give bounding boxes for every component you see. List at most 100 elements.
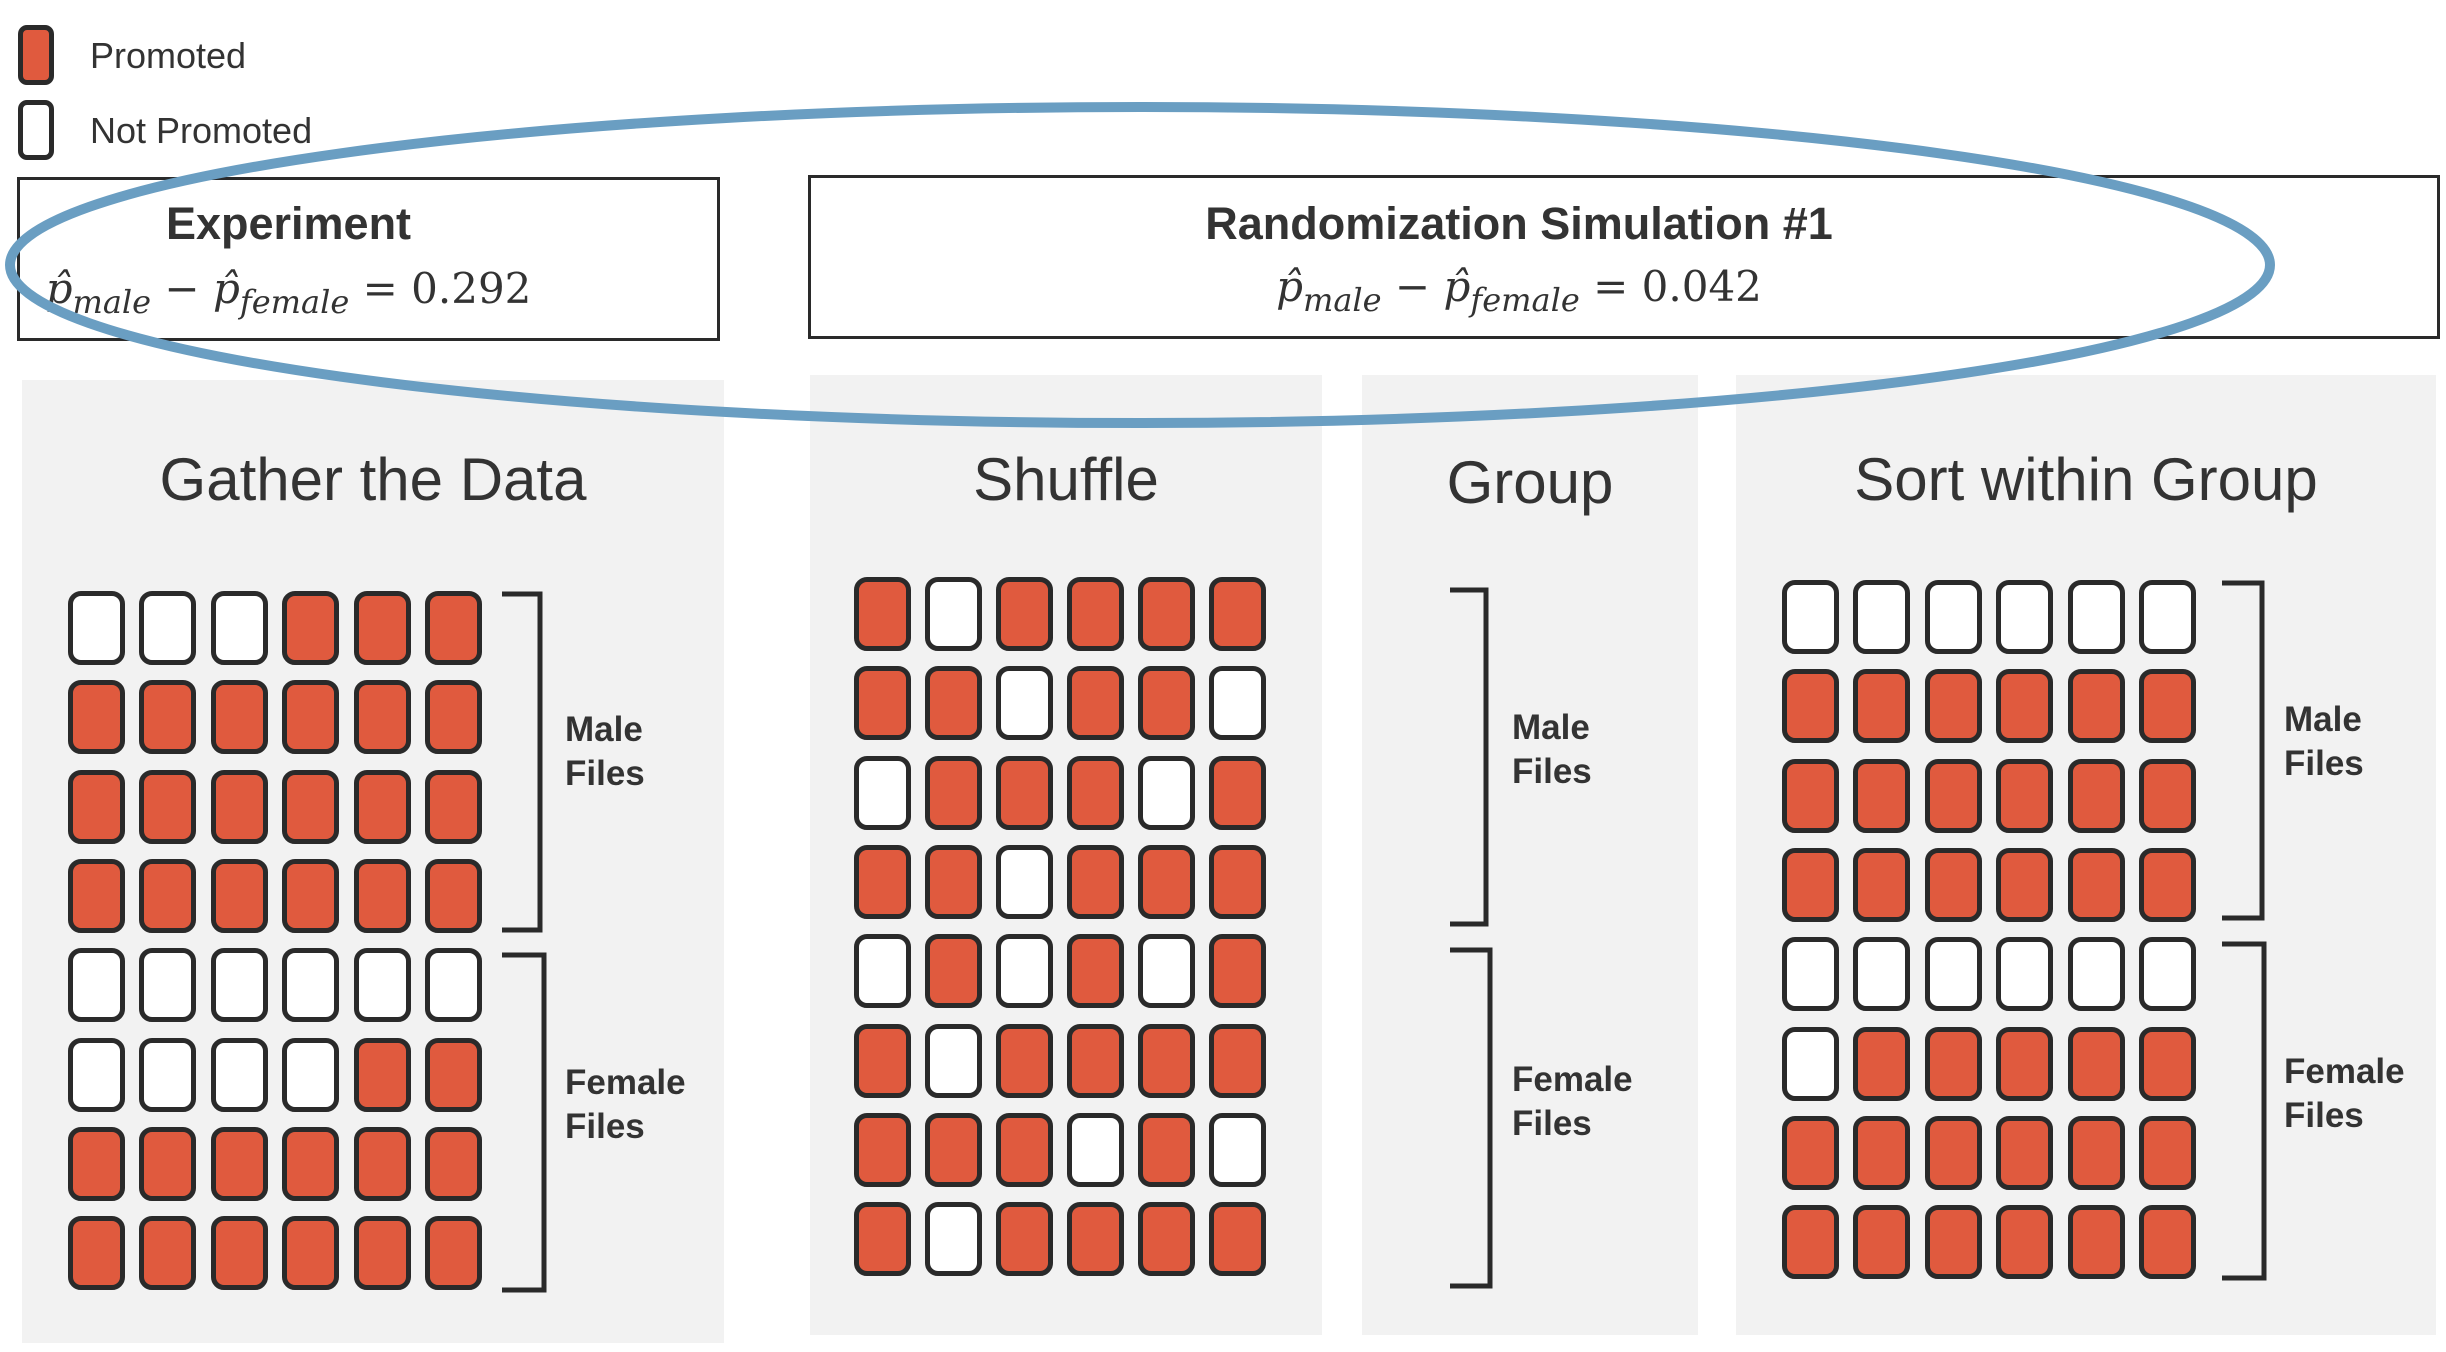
gather-male-label: Male Files xyxy=(565,708,645,796)
promoted-card xyxy=(68,1126,125,1201)
not-promoted-card xyxy=(68,1037,125,1112)
promoted-card xyxy=(1209,934,1266,1009)
not-promoted-card xyxy=(925,1202,982,1277)
promoted-card xyxy=(925,1112,982,1187)
promoted-card xyxy=(2139,758,2196,833)
sort-male-bracket xyxy=(2222,580,2265,921)
not-promoted-card xyxy=(1996,580,2054,654)
promoted-card xyxy=(1067,934,1124,1009)
simulation-value: 0.042 xyxy=(1641,262,1762,311)
promoted-card xyxy=(2139,669,2196,744)
not-promoted-card xyxy=(210,591,268,665)
promoted-card xyxy=(854,1023,911,1098)
not-promoted-card xyxy=(282,1037,340,1112)
promoted-card xyxy=(1924,1026,1982,1101)
gather-female-line2: Files xyxy=(565,1107,645,1146)
promoted-card xyxy=(2067,1205,2125,1280)
promoted-card xyxy=(925,755,982,830)
promoted-card xyxy=(210,769,268,844)
promoted-card xyxy=(425,1216,482,1291)
promoted-card xyxy=(282,680,340,755)
promoted-card xyxy=(425,1126,482,1201)
promoted-card xyxy=(425,769,482,844)
promoted-card xyxy=(282,769,340,844)
promoted-card xyxy=(1138,1112,1195,1187)
promoted-card xyxy=(1209,755,1266,830)
not-promoted-card xyxy=(68,591,125,665)
promoted-card xyxy=(1996,1115,2054,1190)
not-promoted-card xyxy=(210,948,268,1023)
group-female-label: Female Files xyxy=(1512,1058,1633,1146)
promoted-card xyxy=(2139,1026,2196,1101)
promoted-card xyxy=(1924,1115,1982,1190)
promoted-card xyxy=(68,769,125,844)
promoted-card xyxy=(1924,669,1982,744)
promoted-card xyxy=(854,844,911,919)
promoted-card xyxy=(2139,1115,2196,1190)
promoted-card xyxy=(1138,577,1195,651)
highlight-ellipse xyxy=(5,102,2275,428)
legend-promoted-label: Promoted xyxy=(90,35,247,76)
not-promoted-card xyxy=(425,948,482,1023)
promoted-card xyxy=(139,680,197,755)
experiment-value: 0.292 xyxy=(411,264,532,313)
promoted-card xyxy=(68,858,125,933)
promoted-card xyxy=(1138,1023,1195,1098)
promoted-card xyxy=(353,591,411,665)
gather-female-bracket xyxy=(502,952,547,1293)
promoted-card xyxy=(210,1216,268,1291)
not-promoted-card xyxy=(139,591,197,665)
not-promoted-card xyxy=(854,934,911,1009)
legend-promoted-swatch xyxy=(18,25,54,85)
promoted-card xyxy=(996,577,1053,651)
promoted-card xyxy=(2067,847,2125,922)
promoted-card xyxy=(1138,1202,1195,1277)
promoted-card xyxy=(1209,577,1266,651)
promoted-card xyxy=(353,1216,411,1291)
promoted-card xyxy=(1996,1205,2054,1280)
simulation-sub-male: male xyxy=(1302,281,1382,319)
not-promoted-card xyxy=(1853,580,1911,654)
promoted-card xyxy=(282,1126,340,1201)
sort-male-line2: Files xyxy=(2284,744,2364,783)
shuffle-title: Shuffle xyxy=(973,446,1159,513)
experiment-sub-male: male xyxy=(72,283,152,321)
promoted-card xyxy=(2139,1205,2196,1280)
not-promoted-card xyxy=(210,1037,268,1112)
promoted-card xyxy=(1853,1115,1911,1190)
promoted-card xyxy=(1138,666,1195,741)
promoted-card xyxy=(1067,1202,1124,1277)
promoted-card xyxy=(353,1037,411,1112)
not-promoted-card xyxy=(2067,937,2125,1012)
not-promoted-card xyxy=(139,1037,197,1112)
promoted-card xyxy=(353,680,411,755)
promoted-card xyxy=(1782,1115,1839,1190)
gather-male-line2: Files xyxy=(565,754,645,793)
not-promoted-card xyxy=(925,1023,982,1098)
promoted-card xyxy=(1209,1202,1266,1277)
promoted-card xyxy=(1782,1205,1839,1280)
not-promoted-card xyxy=(1067,1112,1124,1187)
gather-panel: Gather the Data xyxy=(22,380,724,1343)
promoted-card xyxy=(139,769,197,844)
simulation-sub-female: female xyxy=(1470,281,1580,319)
not-promoted-card xyxy=(1853,937,1911,1012)
promoted-card xyxy=(1924,847,1982,922)
promoted-card xyxy=(1067,844,1124,919)
not-promoted-card xyxy=(2067,580,2125,654)
not-promoted-card xyxy=(282,948,340,1023)
gather-title: Gather the Data xyxy=(159,446,587,513)
gather-male-bracket xyxy=(502,591,543,933)
not-promoted-card xyxy=(1782,580,1839,654)
not-promoted-card xyxy=(353,948,411,1023)
promoted-card xyxy=(139,1216,197,1291)
sort-panel: Sort within Group xyxy=(1736,375,2436,1335)
promoted-card xyxy=(282,591,340,665)
promoted-card xyxy=(925,844,982,919)
group-female-line2: Files xyxy=(1512,1104,1592,1143)
not-promoted-card xyxy=(1209,666,1266,741)
promoted-card xyxy=(996,755,1053,830)
legend-not-promoted-label: Not Promoted xyxy=(90,110,313,151)
promoted-card xyxy=(1996,847,2054,922)
